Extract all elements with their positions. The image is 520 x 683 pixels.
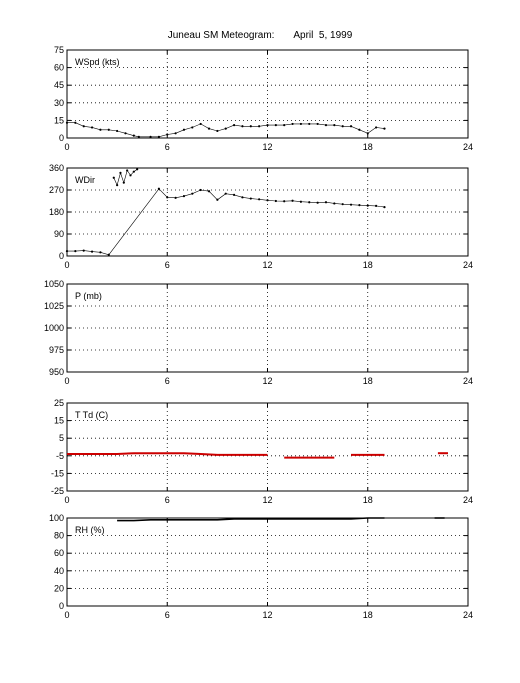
x-tick-label: 0 [64,260,69,270]
y-tick-label: 100 [49,513,64,523]
y-tick-label: 0 [59,251,64,261]
data-point [112,176,115,179]
x-tick-label: 12 [262,260,272,270]
y-tick-label: -25 [51,486,64,496]
x-tick-label: 0 [64,610,69,620]
y-tick-label: 180 [49,207,64,217]
y-tick-label: 15 [54,115,64,125]
x-tick-label: 0 [64,376,69,386]
panel-label: WSpd (kts) [75,57,120,67]
y-tick-label: 30 [54,98,64,108]
y-tick-label: 45 [54,80,64,90]
x-tick-label: 6 [165,260,170,270]
y-tick-label: 1000 [44,323,64,333]
y-tick-label: 15 [54,416,64,426]
panel-label: RH (%) [75,525,105,535]
x-tick-label: 18 [363,610,373,620]
x-tick-label: 12 [262,376,272,386]
y-tick-label: 1050 [44,279,64,289]
panel-label: WDir [75,175,95,185]
x-tick-label: 6 [165,376,170,386]
series-trace [113,168,138,186]
y-tick-label: 0 [59,133,64,143]
x-tick-label: 24 [463,142,473,152]
series-line [117,517,385,522]
y-tick-label: 360 [49,163,64,173]
x-tick-label: 12 [262,142,272,152]
x-tick-label: 24 [463,376,473,386]
y-tick-label: 60 [54,548,64,558]
x-tick-label: 0 [64,142,69,152]
x-tick-label: 18 [363,142,373,152]
y-tick-label: 40 [54,566,64,576]
panel-2: 0 6 12 18 24 950 975 1000 1025 1050 P (mb) [44,279,473,386]
y-tick-label: 0 [59,601,64,611]
y-tick-label: -15 [51,468,64,478]
x-tick-label: 18 [363,376,373,386]
y-tick-label: 975 [49,345,64,355]
y-tick-label: 5 [59,433,64,443]
x-tick-label: 6 [165,495,170,505]
y-tick-label: 75 [54,45,64,55]
x-tick-label: 24 [463,495,473,505]
x-tick-label: 6 [165,610,170,620]
y-tick-label: 90 [54,229,64,239]
y-tick-label: 20 [54,583,64,593]
x-tick-label: 6 [165,142,170,152]
y-tick-label: 1025 [44,301,64,311]
x-tick-label: 12 [262,610,272,620]
series-line [67,452,268,456]
chart-title: Juneau SM Meteogram: April 5, 1999 [167,30,353,41]
y-tick-label: 950 [49,367,64,377]
x-tick-label: 24 [463,610,473,620]
panel-label: T Td (C) [75,410,108,420]
x-tick-label: 18 [363,260,373,270]
panel-label: P (mb) [75,291,102,301]
y-tick-label: 270 [49,185,64,195]
panel-0: 0 6 12 18 24 0 15 30 45 60 75 WSpd (kts) [54,45,473,152]
panel-4: 0 6 12 18 24 0 20 40 60 80 100 RH (%) [49,513,473,620]
x-tick-label: 0 [64,495,69,505]
series-trace [67,122,385,138]
series-trace [67,188,385,256]
x-tick-label: 12 [262,495,272,505]
y-tick-label: 80 [54,531,64,541]
x-tick-label: 24 [463,260,473,270]
y-tick-label: 60 [54,63,64,73]
panel-1: 0 6 12 18 24 0 90 180 270 360 WDir [49,163,473,270]
y-tick-label: -5 [56,451,64,461]
panel-3: 0 6 12 18 24 -25 -15 -5 5 15 25 T Td (C) [51,398,473,505]
x-tick-label: 18 [363,495,373,505]
y-tick-label: 25 [54,398,64,408]
